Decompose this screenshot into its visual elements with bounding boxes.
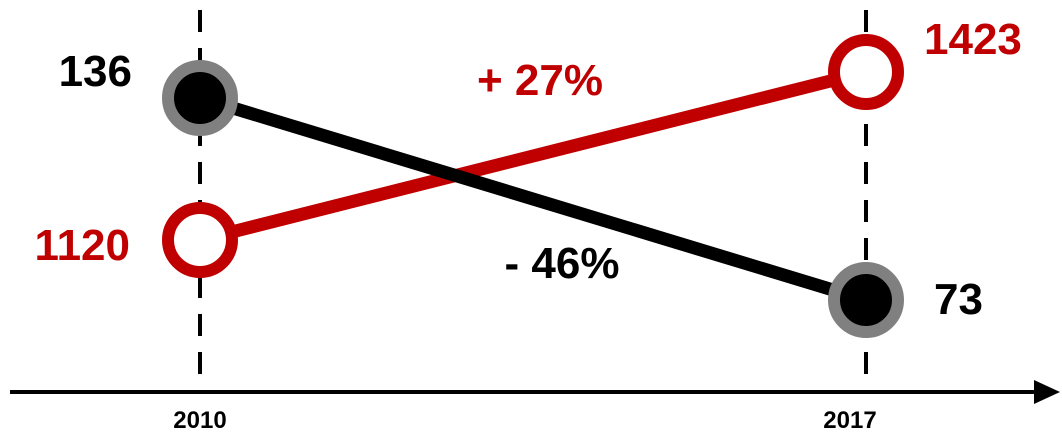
point-black-2010 xyxy=(162,60,238,136)
change-annotation-black: - 46% xyxy=(505,239,620,288)
series-line-black xyxy=(193,91,873,307)
change-annotation-red: + 27% xyxy=(477,56,603,105)
data-label-black-2010: 136 xyxy=(59,47,132,96)
data-label-red-2017: 1423 xyxy=(924,15,1022,64)
data-label-black-2017: 73 xyxy=(934,275,983,324)
series-line-red xyxy=(193,65,873,247)
x-tick-label-2017: 2017 xyxy=(823,407,876,434)
data-label-red-2010: 1120 xyxy=(35,221,130,270)
point-red-2017 xyxy=(828,34,904,110)
x-tick-label-2010: 2010 xyxy=(173,407,226,434)
x-axis-arrowhead xyxy=(1034,380,1060,404)
point-black-2017 xyxy=(828,262,904,338)
point-red-2010 xyxy=(162,202,238,278)
